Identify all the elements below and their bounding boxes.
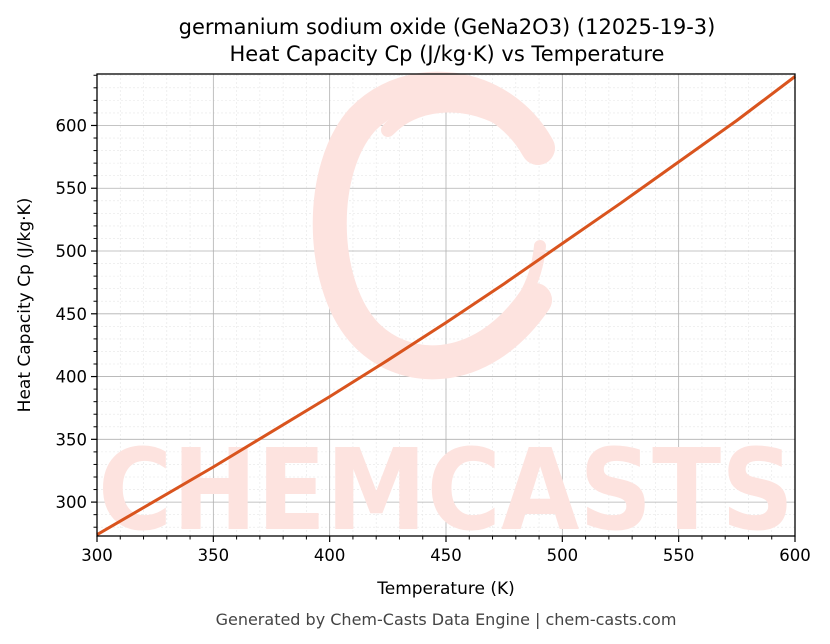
- heat-capacity-line: [96, 75, 796, 536]
- x-tick-label: 450: [430, 546, 462, 565]
- y-tick-label: 300: [56, 493, 88, 512]
- y-tick-label: 350: [56, 430, 88, 449]
- x-tick-label: 350: [198, 546, 230, 565]
- y-tick-label: 500: [56, 242, 88, 261]
- watermark-text: CHEMCASTS: [98, 426, 794, 556]
- x-tick-label: 600: [779, 546, 811, 565]
- y-tick-label: 550: [56, 179, 88, 198]
- y-tick-labels: 300 350 400 450 500 550 600: [56, 116, 88, 512]
- x-tick-labels: 300 350 400 450 500 550 600: [81, 546, 811, 565]
- axis-ticks: [91, 74, 796, 542]
- watermark-logo-swirl: [312, 71, 555, 380]
- x-tick-label: 550: [663, 546, 695, 565]
- y-tick-label: 600: [56, 116, 88, 135]
- y-axis-label: Heat Capacity Cp (J/kg·K): [15, 198, 35, 413]
- chart-title: germanium sodium oxide (GeNa2O3) (12025-…: [179, 15, 716, 39]
- footer-credit: Generated by Chem-Casts Data Engine | ch…: [216, 610, 677, 629]
- x-tick-label: 300: [81, 546, 113, 565]
- y-tick-label: 450: [56, 305, 88, 324]
- x-tick-label: 400: [314, 546, 346, 565]
- x-tick-label: 500: [547, 546, 579, 565]
- chemcasts-watermark: CHEMCASTS: [98, 71, 794, 556]
- x-axis-label: Temperature (K): [376, 579, 515, 599]
- chart-subtitle: Heat Capacity Cp (J/kg·K) vs Temperature: [230, 42, 665, 66]
- y-tick-label: 400: [56, 368, 88, 387]
